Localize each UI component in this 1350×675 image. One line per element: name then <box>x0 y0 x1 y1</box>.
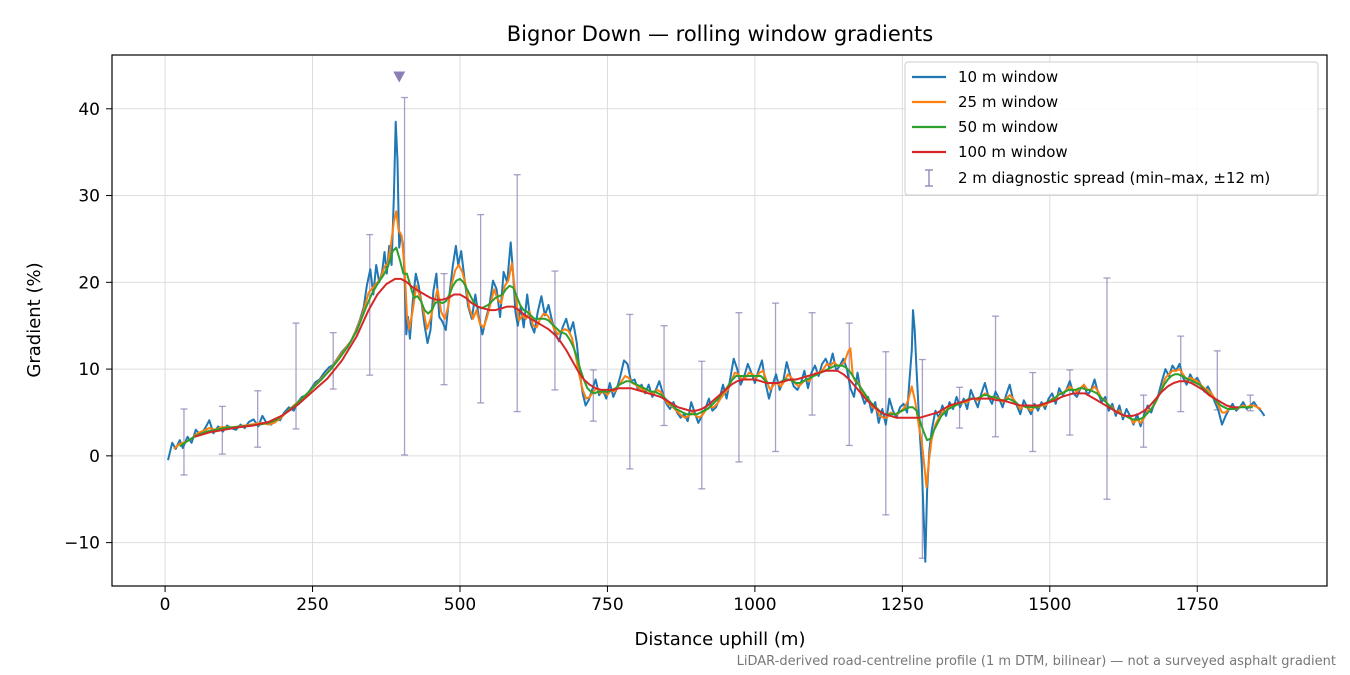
x-axis-label: Distance uphill (m) <box>635 629 806 650</box>
y-axis-ticks: −10 0 10 20 30 40 <box>64 100 112 554</box>
y-tick-label: 10 <box>78 360 100 380</box>
x-tick-label: 1250 <box>881 595 924 615</box>
spread-bar <box>254 390 262 448</box>
legend-swatch-spread <box>925 169 933 187</box>
spread-bar <box>626 313 634 470</box>
y-tick-label: 30 <box>78 187 100 207</box>
x-tick-label: 250 <box>296 595 328 615</box>
spread-bar <box>698 360 706 490</box>
legend-label: 25 m window <box>958 93 1058 111</box>
x-tick-label: 0 <box>160 595 171 615</box>
spread-bar <box>292 322 300 430</box>
chart-title: Bignor Down — rolling window gradients <box>507 22 933 46</box>
spread-bar <box>992 315 1000 438</box>
y-tick-label: 40 <box>78 100 100 120</box>
y-axis-label: Gradient (%) <box>24 262 45 377</box>
spread-bar <box>589 369 597 422</box>
x-tick-label: 500 <box>444 595 476 615</box>
spread-bar <box>1177 335 1185 413</box>
legend-label: 50 m window <box>958 118 1058 136</box>
legend-label: 2 m diagnostic spread (min–max, ±12 m) <box>958 169 1270 187</box>
spread-bar <box>660 325 668 427</box>
spread-bar <box>735 312 743 463</box>
legend-items: 10 m window 25 m window 50 m window 100 m w… <box>912 68 1270 187</box>
plot-frame <box>111 54 1328 587</box>
legend-label: 10 m window <box>958 68 1058 86</box>
x-tick-label: 750 <box>591 595 623 615</box>
peak-marker-layer <box>393 71 406 83</box>
spread-bar <box>882 351 890 516</box>
series-lines <box>167 120 1266 563</box>
spread-bar <box>513 174 521 413</box>
spread-bar <box>808 312 816 416</box>
legend-box <box>904 61 1319 196</box>
spread-bar <box>329 331 337 390</box>
spread-bar <box>366 233 374 376</box>
series-line-4 <box>194 277 1239 438</box>
x-axis-ticks: 0 250 500 750 1000 1250 1500 1750 <box>160 586 1219 615</box>
x-tick-label: 1000 <box>733 595 776 615</box>
y-tick-label: 0 <box>89 447 100 467</box>
y-tick-label: −10 <box>64 534 100 554</box>
legend: 10 m window 25 m window 50 m window 100 m w… <box>904 61 1319 196</box>
spread-bar <box>440 272 448 386</box>
spread-bar <box>1140 394 1148 448</box>
x-tick-label: 1750 <box>1176 595 1219 615</box>
y-tick-label: 20 <box>78 273 100 293</box>
legend-label: 100 m window <box>958 143 1068 161</box>
peak-marker <box>393 71 406 83</box>
spread-bar <box>1103 277 1111 500</box>
x-tick-label: 1500 <box>1028 595 1071 615</box>
footnote: LiDAR-derived road-centreline profile (1… <box>737 654 1336 669</box>
